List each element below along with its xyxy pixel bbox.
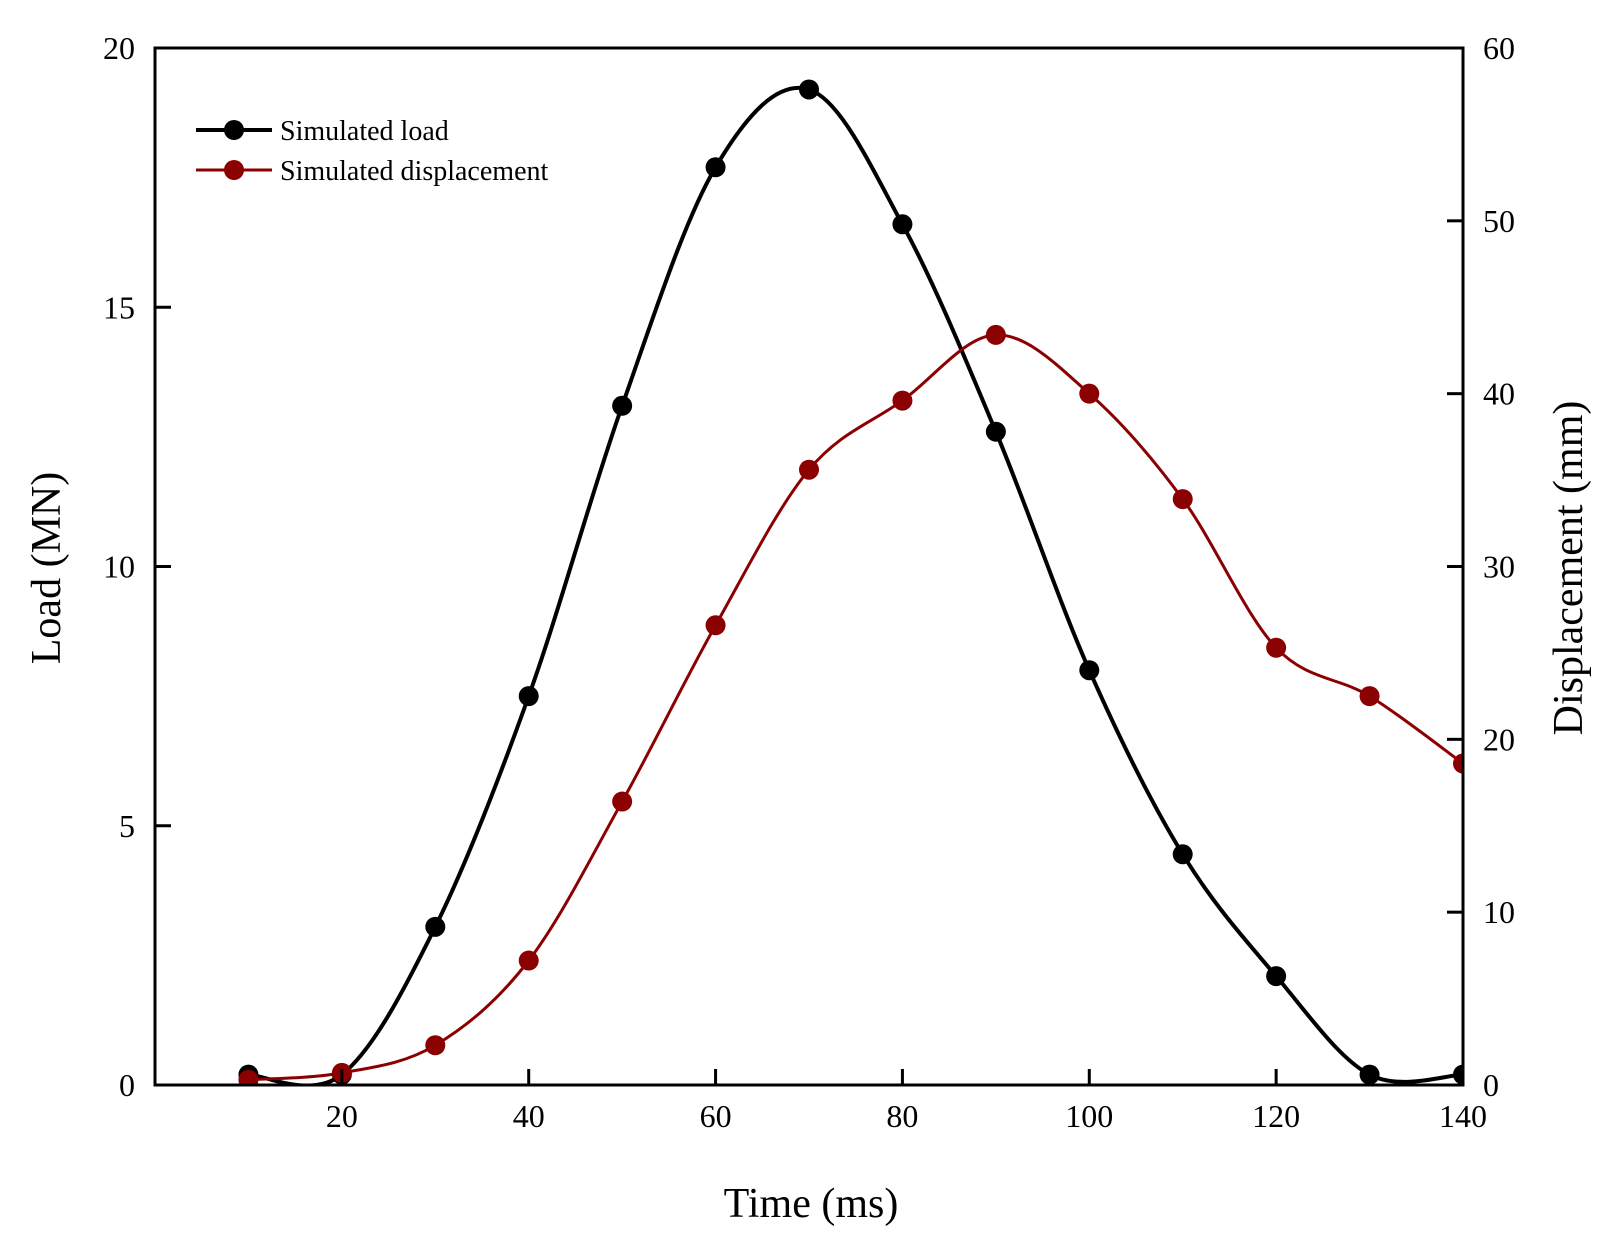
x-tick-label: 140: [1439, 1098, 1487, 1134]
y-axis-title: Load (MN): [24, 472, 70, 664]
y2-tick-label: 40: [1483, 376, 1515, 412]
series-line: [248, 333, 1463, 1082]
y-tick-label: 0: [119, 1067, 135, 1103]
legend-marker-displacement: [224, 160, 244, 180]
data-point: [985, 421, 1006, 442]
data-point: [425, 916, 446, 937]
y-tick-label: 5: [119, 808, 135, 844]
y2-tick-label: 50: [1483, 203, 1515, 239]
legend-label-load: Simulated load: [280, 116, 449, 147]
y-tick-label: 15: [103, 289, 135, 325]
data-point: [705, 157, 726, 178]
series-line: [248, 86, 1463, 1085]
data-point: [892, 390, 913, 411]
data-point: [238, 1069, 259, 1085]
x-tick-label: 60: [700, 1098, 732, 1134]
y-tick-label: 10: [103, 549, 135, 585]
plot-area: [238, 79, 1463, 1085]
legend: Simulated load Simulated displacement: [196, 116, 548, 187]
y2-tick-label: 60: [1483, 30, 1515, 66]
data-point: [1079, 383, 1100, 404]
series-displacement: [238, 324, 1463, 1085]
data-point: [425, 1035, 446, 1056]
x-tick-label: 120: [1252, 1098, 1300, 1134]
data-point: [1079, 660, 1100, 681]
y2-tick-label: 0: [1483, 1067, 1499, 1103]
legend-marker-load: [224, 120, 244, 140]
data-point: [612, 791, 633, 812]
y2-tick-label: 10: [1483, 894, 1515, 930]
series-load: [238, 79, 1463, 1085]
y-tick-label: 20: [103, 30, 135, 66]
data-point: [1359, 686, 1380, 707]
x-axis-title: Time (ms): [724, 1181, 899, 1227]
data-point: [518, 686, 539, 707]
y2-axis-title: Displacement (mm): [1546, 401, 1592, 736]
data-point: [1172, 844, 1193, 865]
data-point: [892, 214, 913, 235]
data-point: [1266, 966, 1287, 987]
data-point: [1172, 489, 1193, 510]
data-point: [1453, 753, 1463, 774]
y2-tick-label: 30: [1483, 549, 1515, 585]
data-point: [705, 615, 726, 636]
data-point: [518, 950, 539, 971]
data-point: [799, 79, 819, 100]
plot-frame: [153, 46, 1465, 1087]
data-point: [1453, 1064, 1463, 1085]
y2-tick-label: 20: [1483, 721, 1515, 757]
data-point: [1266, 637, 1287, 658]
data-point: [799, 459, 819, 480]
data-point: [1359, 1064, 1380, 1085]
data-point: [985, 324, 1006, 345]
x-tick-label: 100: [1065, 1098, 1113, 1134]
x-tick-label: 20: [326, 1098, 358, 1134]
data-point: [612, 395, 633, 416]
legend-label-displacement: Simulated displacement: [280, 156, 548, 187]
x-tick-label: 80: [886, 1098, 918, 1134]
x-tick-label: 40: [513, 1098, 545, 1134]
